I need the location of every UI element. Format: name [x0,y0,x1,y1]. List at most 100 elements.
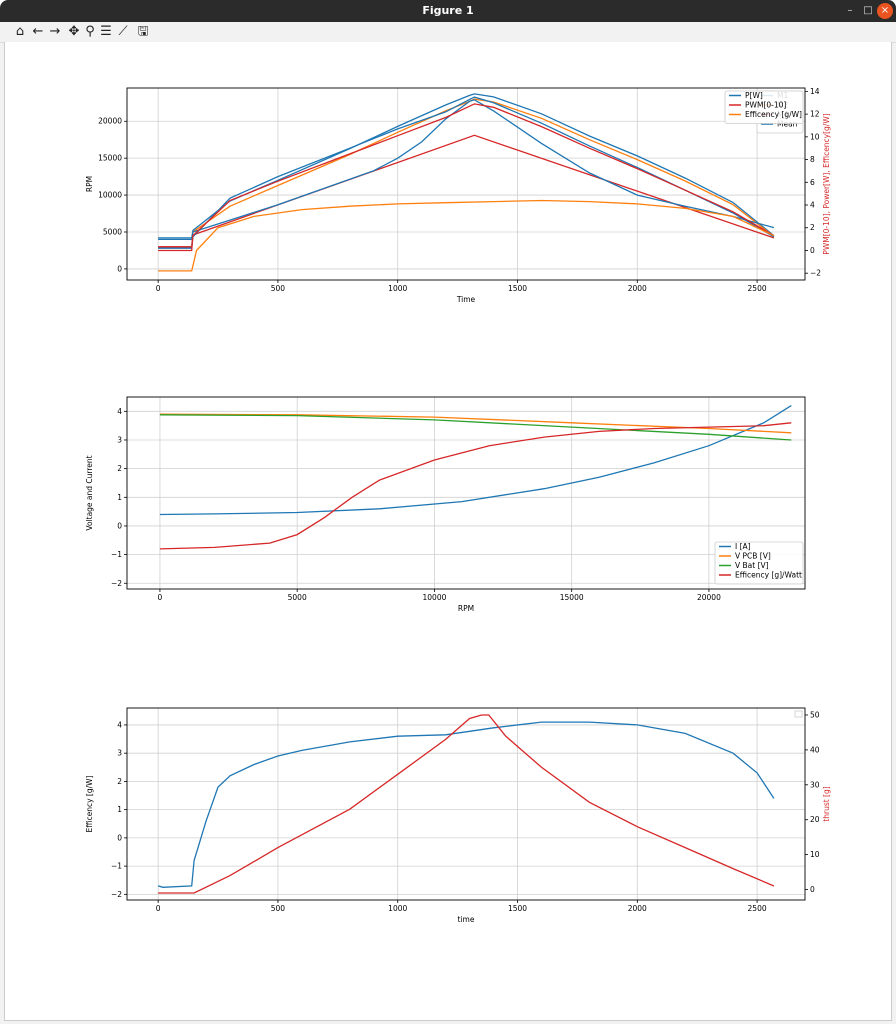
y-tick-label: 0 [117,833,122,842]
x-tick-label: 5000 [288,593,307,602]
series-line-mean [158,99,775,239]
y2-tick-label: 0 [810,246,815,255]
back-button[interactable]: ← [32,24,44,39]
series-line-efficency-g-watt [159,422,792,550]
pan-button[interactable]: ✥ [68,24,80,39]
y2-tick-label: 2 [810,223,815,232]
y-tick-label: 20000 [98,117,122,126]
x-tick-label: 1500 [508,904,527,913]
close-button[interactable]: × [877,3,893,19]
y-tick-label: −2 [111,579,122,588]
x-tick-label: 1500 [508,284,527,293]
x-tick-label: 0 [156,904,161,913]
x-axis-label: Time [456,295,476,304]
y-tick-label: 1 [117,493,122,502]
axes-frame [126,396,806,590]
y2-tick-label: 4 [810,201,815,210]
y2-axis-label: PWM[0-10], Power[W], Efficency[g/W] [822,113,831,254]
series-line-thrust [158,714,775,894]
minimize-button[interactable]: – [847,5,853,16]
series-line-pwm-0-10- [158,103,775,252]
x-axis-label: time [458,915,475,924]
series-line-i-a- [159,405,792,516]
legend-label: V Bat [V] [735,561,769,570]
legend-right-label: P[W] [745,91,763,100]
y2-tick-label: −2 [810,269,821,278]
axes-frame [126,707,806,901]
legend-label: V PCB [V] [735,552,771,561]
maximize-button[interactable]: □ [863,5,873,16]
legend-label: I [A] [735,542,751,551]
y-axis-label: Voltage and Current [85,455,94,530]
y-tick-label: 4 [117,720,122,729]
x-tick-label: 1000 [388,904,407,913]
y2-tick-label: 10 [810,850,820,859]
legend-label: Efficency [g]/Watt [735,571,802,580]
legend-right-label: PWM[0-10] [745,101,786,110]
y-tick-label: 0 [117,264,122,273]
y-tick-label: 3 [117,749,122,758]
y2-tick-label: 14 [810,87,820,96]
y-tick-label: −2 [111,890,122,899]
series-line-m4 [158,134,775,248]
legend-box [714,541,804,585]
y2-tick-label: 8 [810,155,815,164]
y2-tick-label: 20 [810,815,820,824]
x-tick-label: 2500 [748,904,767,913]
legend-right-label: Efficency [g/W] [745,110,802,119]
y-tick-label: 3 [117,435,122,444]
x-tick-label: 20000 [697,593,721,602]
y-tick-label: −1 [111,862,122,871]
series-line-p-w- [158,96,775,249]
y-tick-label: 15000 [98,154,122,163]
y2-tick-label: 40 [810,745,820,754]
legend-right-box [724,90,804,124]
y-tick-label: −1 [111,550,122,559]
series-line-efficency [157,721,775,888]
figure-canvas[interactable]: 0 500 1000 1500 2000 2500 0 5000 10000 15000 20000… [4,42,892,1021]
toolbar: ⌂ ← → ✥ ⚲ ☰ ⟋ 🖫 [0,22,896,43]
series-line-v-bat-v- [159,414,792,441]
y2-tick-label: 50 [810,710,820,719]
x-tick-label: 2500 [748,284,767,293]
legend-left-label: Mean [777,120,798,129]
y-tick-label: 0 [117,521,122,530]
x-tick-label: 2000 [628,904,647,913]
legend-box [794,710,803,718]
x-tick-label: 500 [271,904,286,913]
y-tick-label: 1 [117,805,122,814]
y2-axis-label: thrust [g] [822,786,831,821]
configure-subplots-button[interactable]: ☰ [100,24,112,39]
axes-frame [126,87,806,281]
y2-tick-label: 12 [810,110,820,119]
y2-tick-label: 10 [810,132,820,141]
y-tick-label: 4 [117,407,122,416]
forward-button[interactable]: → [49,24,61,39]
window-title: Figure 1 [422,4,474,17]
y-tick-label: 2 [117,464,122,473]
zoom-button[interactable]: ⚲ [85,24,95,39]
y-tick-label: 5000 [103,228,122,237]
x-tick-label: 15000 [560,593,584,602]
y-axis-label: Efficency [g/W] [85,775,94,832]
y-tick-label: 10000 [98,191,122,200]
x-tick-label: 500 [271,284,286,293]
figure-svg: 0 500 1000 1500 2000 250005000100001500020000… [85,87,831,924]
series-line-v-pcb-v- [159,413,792,434]
y-axis-label: RPM [85,176,94,192]
y2-tick-label: 30 [810,780,820,789]
title-bar: Figure 1 – □ × [0,0,896,22]
y2-tick-label: 6 [810,178,815,187]
x-tick-label: 2000 [628,284,647,293]
x-tick-label: 0 [156,284,161,293]
x-tick-label: 10000 [423,593,447,602]
series-line-efficency-g-w- [158,199,775,272]
y2-tick-label: 0 [810,885,815,894]
save-button[interactable]: 🖫 [137,24,149,39]
x-tick-label: 1000 [388,284,407,293]
y-tick-label: 2 [117,777,122,786]
edit-axis-button[interactable]: ⟋ [118,24,128,39]
home-button[interactable]: ⌂ [15,24,25,39]
x-axis-label: RPM [458,604,474,613]
